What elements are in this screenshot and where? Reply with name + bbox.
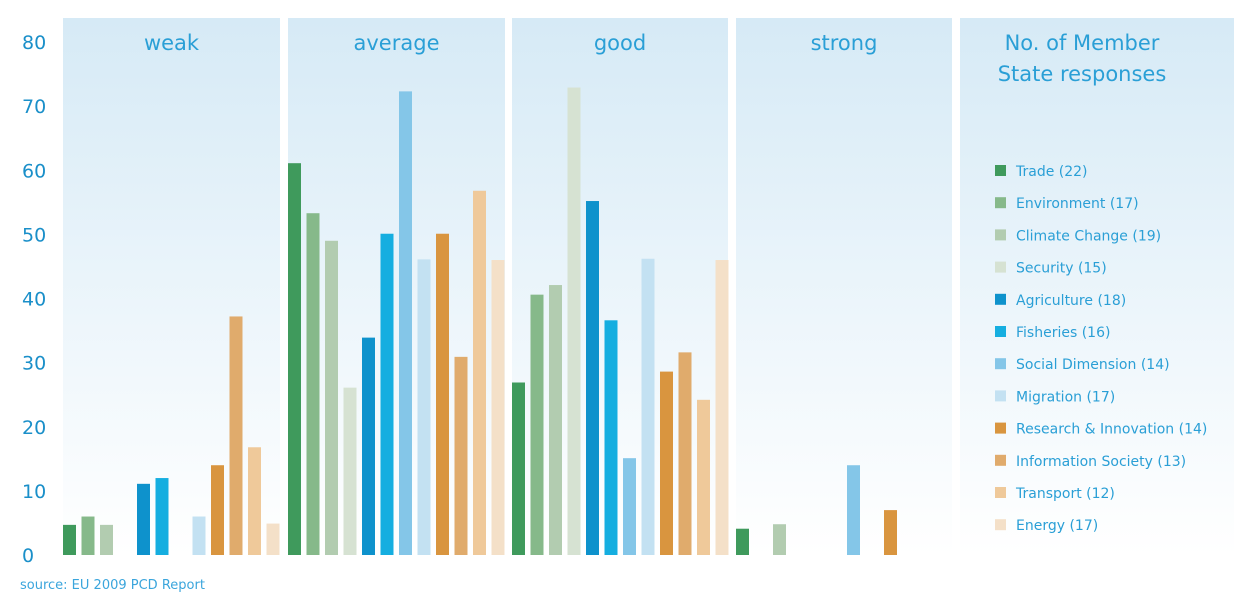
category-label: strong [811, 31, 878, 55]
legend-label: Fisheries (16) [1016, 325, 1110, 341]
legend-swatch [995, 390, 1006, 402]
bar [530, 294, 544, 555]
y-axis: 0 10 20 30 40 50 60 70 80 [22, 32, 46, 567]
bar [567, 87, 581, 555]
bar [343, 387, 357, 555]
panel-average [288, 18, 505, 555]
legend-swatch [995, 358, 1006, 370]
bar [436, 233, 449, 555]
legend-swatch [995, 454, 1006, 466]
bar [399, 91, 412, 555]
legend-swatch [995, 293, 1006, 305]
y-tick-label: 0 [22, 545, 34, 567]
legend-swatch [995, 165, 1006, 176]
legend-label: Trade (22) [1015, 164, 1088, 180]
category-labels: weak average good strong [144, 31, 877, 55]
bar [604, 320, 618, 555]
legend-swatch [995, 519, 1006, 531]
bar [211, 465, 224, 555]
legend-swatch [995, 487, 1006, 498]
bar [586, 201, 599, 555]
bar [512, 382, 525, 555]
legend-label: Security (15) [1016, 261, 1107, 277]
bar [641, 258, 655, 555]
bar [137, 483, 150, 555]
legend-panel [960, 18, 1234, 555]
y-tick-label: 20 [22, 417, 46, 439]
panel-good [512, 18, 728, 555]
legend-label: Information Society (13) [1016, 454, 1186, 470]
bar [678, 352, 692, 555]
legend-label: Environment (17) [1016, 196, 1139, 212]
y-tick-label: 60 [22, 160, 46, 182]
bar [549, 285, 562, 555]
legend-label: Research & Innovation (14) [1016, 422, 1207, 438]
bar [454, 356, 468, 555]
category-label: average [354, 31, 440, 55]
bar [362, 337, 375, 555]
bar [736, 528, 749, 555]
bar [715, 260, 729, 555]
legend-title: No. of Member [1005, 31, 1160, 55]
source-note: source: EU 2009 PCD Report [20, 578, 205, 593]
bars [63, 87, 897, 556]
panel-weak [63, 18, 280, 555]
legend-title: State responses [998, 62, 1167, 86]
legend-label: Agriculture (18) [1016, 293, 1126, 309]
bar [491, 260, 505, 555]
bar [229, 316, 243, 555]
legend: No. of Member State responses Trade (22) En… [995, 31, 1207, 534]
bar [306, 213, 320, 555]
y-tick-label: 30 [22, 353, 46, 375]
bar [697, 399, 710, 555]
bar [248, 447, 261, 555]
legend-label: Climate Change (19) [1016, 228, 1161, 244]
bar [288, 163, 301, 556]
panel-strong [736, 18, 952, 555]
category-label: good [594, 31, 646, 55]
legend-swatch [995, 326, 1006, 337]
legend-label: Social Dimension (14) [1016, 357, 1170, 373]
legend-swatch [995, 422, 1006, 434]
bar [884, 510, 897, 555]
bar [192, 516, 206, 555]
bar [417, 259, 431, 555]
bar [155, 478, 169, 555]
legend-label: Transport (12) [1015, 486, 1115, 502]
y-tick-label: 10 [22, 481, 46, 503]
bar [81, 516, 95, 555]
y-tick-label: 70 [22, 96, 46, 118]
bar [660, 371, 673, 555]
legend-label: Migration (17) [1016, 389, 1115, 405]
bar [325, 240, 338, 555]
category-label: weak [144, 31, 200, 55]
bar [380, 233, 394, 555]
bar [266, 523, 280, 555]
legend-swatch [995, 261, 1006, 273]
y-tick-label: 80 [22, 32, 46, 54]
bar [623, 458, 636, 555]
legend-swatch [995, 197, 1006, 209]
bar [63, 524, 76, 555]
y-tick-label: 50 [22, 224, 46, 246]
y-tick-label: 40 [22, 289, 46, 311]
bar [100, 524, 113, 555]
legend-swatch [995, 229, 1006, 241]
bar [473, 190, 486, 555]
bar [847, 465, 860, 555]
legend-label: Energy (17) [1016, 518, 1098, 534]
bar [773, 524, 786, 555]
